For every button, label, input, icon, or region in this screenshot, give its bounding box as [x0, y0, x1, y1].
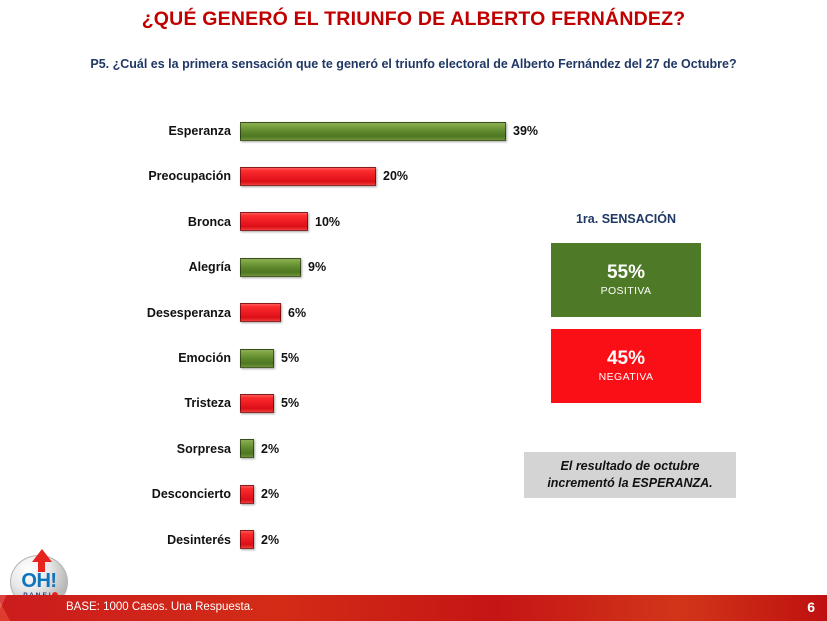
summary-box-negative: 45% NEGATIVA	[551, 329, 701, 403]
summary-positive-label: POSITIVA	[600, 284, 652, 297]
footer-base-note: BASE: 1000 Casos. Una Respuesta.	[66, 601, 254, 613]
bar-track: 20%	[240, 166, 409, 186]
bar-value-label: 10%	[315, 214, 341, 229]
sensation-panel-heading: 1ra. SENSACIÓN	[575, 212, 677, 226]
bar-value-label: 20%	[383, 169, 409, 184]
bar-shape	[240, 166, 376, 186]
bar-row: Bronca 10%	[0, 209, 540, 235]
bar-category-label: Emoción	[178, 351, 231, 365]
bar-shape	[240, 121, 506, 141]
footer-band: BASE: 1000 Casos. Una Respuesta. 6	[0, 595, 827, 621]
bar-value-label: 6%	[288, 305, 307, 320]
bar-category-label: Preocupación	[148, 169, 231, 184]
bar-category-label: Sorpresa	[176, 441, 231, 456]
bar-value-label: 9%	[308, 260, 327, 275]
bar-row: Desesperanza 6%	[0, 300, 540, 326]
bar-shape	[240, 393, 274, 413]
bar-value-label: 5%	[281, 351, 300, 365]
summary-positive-value: 55%	[606, 262, 646, 284]
bar-row: Desinterés 2%	[0, 527, 540, 553]
summary-negative-label: NEGATIVA	[598, 370, 654, 383]
callout-box: El resultado de octubre incrementó la ES…	[524, 452, 736, 498]
bar-track: 2%	[240, 484, 280, 504]
page-number: 6	[807, 599, 815, 615]
bar-track: 2%	[240, 530, 280, 550]
bar-track: 6%	[240, 303, 307, 323]
up-arrow-icon	[32, 549, 52, 562]
up-arrow-stem-icon	[38, 561, 45, 572]
summary-box-positive: 55% POSITIVA	[551, 243, 701, 317]
bar-row: Desconcierto 2%	[0, 481, 540, 507]
summary-negative-value: 45%	[606, 348, 646, 370]
bar-shape	[240, 439, 254, 459]
logo-wordmark: OH!	[21, 570, 57, 592]
bar-track: 9%	[240, 257, 327, 277]
callout-text: El resultado de octubre incrementó la ES…	[547, 458, 712, 492]
bar-row: Sorpresa 2%	[0, 436, 540, 462]
bar-shape	[240, 530, 254, 550]
bar-category-label: Desesperanza	[146, 305, 231, 320]
bar-category-label: Esperanza	[168, 124, 231, 138]
bar-value-label: 2%	[261, 532, 280, 547]
bar-shape	[240, 257, 301, 277]
callout-line-1: El resultado de octubre	[560, 459, 700, 474]
bar-category-label: Alegría	[188, 260, 231, 275]
bar-track: 5%	[240, 348, 300, 368]
page-title: ¿QUÉ GENERÓ EL TRIUNFO DE ALBERTO FERNÁN…	[141, 8, 686, 30]
bar-shape	[240, 212, 308, 232]
question-subtitle: P5. ¿Cuál es la primera sensación que te…	[90, 57, 737, 71]
bar-category-label: Bronca	[187, 214, 231, 229]
bar-value-label: 5%	[281, 396, 300, 411]
callout-line-2: incrementó la ESPERANZA.	[547, 476, 713, 490]
bar-track: 2%	[240, 439, 280, 459]
bar-track: 39%	[240, 121, 539, 141]
bar-track: 10%	[240, 212, 341, 232]
bar-row: Alegría 9%	[0, 254, 540, 280]
bar-shape	[240, 348, 274, 368]
bar-shape	[240, 484, 254, 504]
bar-shape	[240, 303, 281, 323]
bar-row: Preocupación 20%	[0, 163, 540, 189]
bar-track: 5%	[240, 393, 300, 413]
bar-chart: Esperanza 39% Preocupación 20% Bronca 10% Aleg…	[0, 110, 540, 550]
bar-category-label: Desinterés	[167, 532, 231, 547]
bar-category-label: Tristeza	[184, 396, 231, 411]
bar-row: Tristeza 5%	[0, 390, 540, 416]
bar-row: Emoción 5%	[0, 345, 540, 371]
bar-category-label: Desconcierto	[151, 487, 231, 502]
bar-value-label: 2%	[261, 441, 280, 456]
bar-value-label: 2%	[261, 487, 280, 502]
bar-row: Esperanza 39%	[0, 118, 540, 144]
bar-value-label: 39%	[513, 124, 539, 138]
